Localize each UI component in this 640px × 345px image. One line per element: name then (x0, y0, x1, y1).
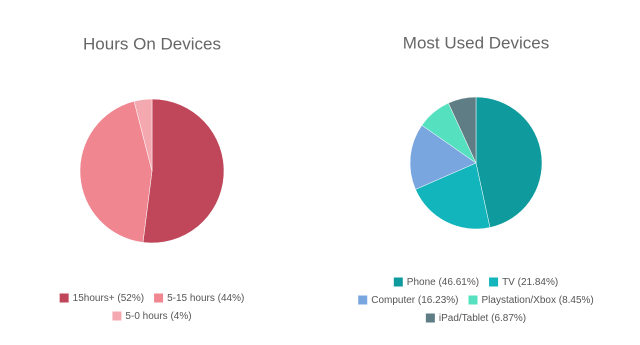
pie-slice (79, 100, 153, 243)
legend-swatch (489, 277, 499, 287)
pie-slice (142, 98, 225, 244)
legend-label: Playstation/Xbox (8.45%) (481, 295, 593, 306)
legend-swatch (468, 295, 478, 305)
legend-label: iPad/Tablet (6.87%) (439, 313, 526, 324)
legend-item: Computer (16.23%) (358, 295, 458, 306)
legend-item: 5-0 hours (4%) (112, 311, 192, 322)
legend-label: TV (21.84%) (502, 277, 558, 288)
pie-slice (475, 96, 543, 228)
legend-item: 5-15 hours (44%) (154, 293, 244, 304)
chart-title: Hours On Devices (83, 34, 221, 53)
legend-swatch (154, 293, 164, 303)
legend-swatch (425, 313, 435, 323)
legend-swatch (112, 311, 122, 321)
chart-title: Most Used Devices (403, 33, 549, 52)
legend-item: 15hours+ (52%) (59, 293, 144, 304)
legend-item: Phone (46.61%) (393, 277, 479, 288)
legend-swatch (393, 277, 403, 287)
legend-label: 15hours+ (52%) (73, 293, 144, 304)
legend-item: TV (21.84%) (489, 277, 558, 288)
pie-slice (133, 98, 153, 172)
legend-item: Playstation/Xbox (8.45%) (468, 295, 594, 306)
legend-item: iPad/Tablet (6.87%) (425, 313, 526, 324)
legend-swatch (358, 295, 368, 305)
legend-label: 5-15 hours (44%) (167, 293, 244, 304)
legend-label: Computer (16.23%) (371, 295, 458, 306)
legend-label: 5-0 hours (4%) (125, 311, 191, 322)
pie-slice (409, 124, 477, 190)
legend-swatch (59, 293, 69, 303)
pie-slice (448, 96, 477, 164)
legend-label: Phone (46.61%) (407, 277, 479, 288)
pie-slice (415, 162, 491, 230)
